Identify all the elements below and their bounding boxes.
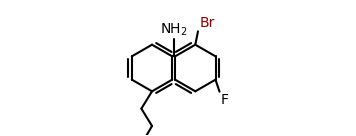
Text: Br: Br bbox=[199, 16, 215, 30]
Text: NH$_2$: NH$_2$ bbox=[160, 21, 188, 38]
Text: F: F bbox=[221, 93, 229, 107]
